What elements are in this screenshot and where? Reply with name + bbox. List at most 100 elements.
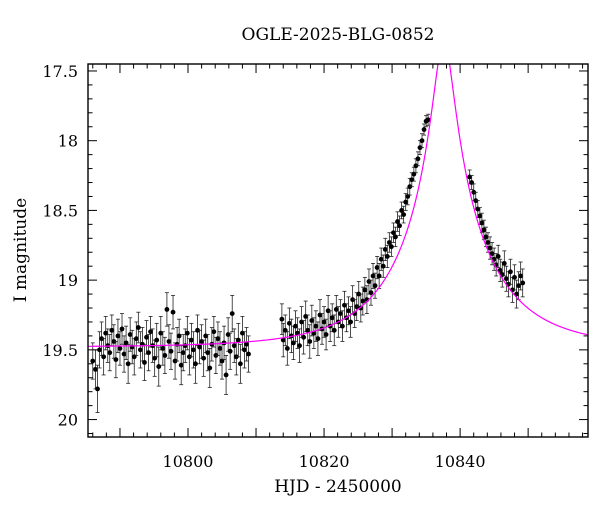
data-point xyxy=(154,322,160,358)
data-marker xyxy=(180,350,186,356)
data-point xyxy=(389,236,394,257)
data-marker xyxy=(201,355,207,361)
data-marker xyxy=(516,283,522,289)
data-marker xyxy=(286,320,292,326)
data-marker xyxy=(178,362,184,368)
data-marker xyxy=(176,333,182,339)
data-point xyxy=(166,324,172,359)
data-point xyxy=(301,320,307,355)
data-marker xyxy=(425,117,431,123)
data-point xyxy=(197,329,202,365)
data-marker xyxy=(164,307,170,312)
data-point xyxy=(244,327,249,362)
data-point xyxy=(340,310,345,342)
data-marker xyxy=(237,361,243,367)
y-tick-label: 19.5 xyxy=(42,341,78,360)
y-tick-label: 17.5 xyxy=(42,62,78,81)
data-marker xyxy=(156,364,162,369)
data-marker xyxy=(413,163,419,169)
data-marker xyxy=(148,329,153,335)
data-point xyxy=(227,332,233,370)
data-marker xyxy=(223,372,229,378)
data-marker xyxy=(419,138,425,144)
data-marker xyxy=(382,247,388,252)
data-marker xyxy=(162,353,168,358)
data-marker xyxy=(133,336,139,342)
data-point xyxy=(176,318,182,354)
data-point xyxy=(399,201,405,220)
data-marker xyxy=(395,219,400,224)
data-point xyxy=(331,314,337,347)
data-marker xyxy=(495,254,501,259)
data-marker xyxy=(350,297,356,303)
data-point xyxy=(415,151,421,167)
data-marker xyxy=(193,361,198,367)
data-marker xyxy=(489,251,495,257)
data-marker xyxy=(380,263,386,269)
data-marker xyxy=(518,273,524,279)
data-point xyxy=(193,343,198,384)
data-point xyxy=(148,315,153,348)
data-point xyxy=(315,321,321,356)
data-marker xyxy=(407,184,413,190)
data-point xyxy=(419,133,425,149)
data-marker xyxy=(477,213,483,219)
data-point xyxy=(520,268,526,298)
data-marker xyxy=(109,327,115,333)
data-point xyxy=(215,321,221,356)
data-point xyxy=(162,336,168,374)
data-marker xyxy=(329,315,335,321)
data-point xyxy=(229,295,235,333)
data-marker xyxy=(520,280,526,286)
data-marker xyxy=(309,318,315,323)
data-marker xyxy=(378,256,384,262)
data-marker xyxy=(127,332,133,337)
data-point xyxy=(497,258,503,282)
data-point xyxy=(90,342,96,380)
data-marker xyxy=(113,357,119,363)
data-marker xyxy=(231,343,237,349)
data-marker xyxy=(293,323,298,329)
data-marker xyxy=(135,325,141,330)
data-point xyxy=(217,331,223,366)
chart-title: OGLE-2025-BLG-0852 xyxy=(242,25,435,45)
data-point xyxy=(191,331,196,369)
data-point xyxy=(309,304,315,337)
data-marker xyxy=(215,336,221,342)
data-marker xyxy=(421,127,427,132)
data-point xyxy=(370,262,376,289)
data-point xyxy=(223,355,229,395)
data-marker xyxy=(227,348,233,354)
data-marker xyxy=(393,234,398,240)
data-point xyxy=(107,334,113,372)
data-point xyxy=(180,334,186,372)
data-point xyxy=(386,232,392,253)
data-point xyxy=(279,303,285,335)
data-point xyxy=(205,334,211,372)
data-point xyxy=(313,310,319,342)
data-marker xyxy=(485,240,491,245)
data-marker xyxy=(356,291,362,297)
data-marker xyxy=(235,337,241,343)
x-tick-label: 10840 xyxy=(435,452,486,471)
data-point xyxy=(362,276,368,303)
data-point xyxy=(417,140,423,156)
data-marker xyxy=(346,308,351,314)
x-axis-title: HJD - 2450000 xyxy=(274,477,402,497)
data-marker xyxy=(170,309,176,315)
data-marker xyxy=(160,346,166,351)
data-point xyxy=(401,205,407,224)
data-point xyxy=(323,318,329,351)
data-point xyxy=(280,322,286,358)
data-point xyxy=(372,272,378,299)
data-marker xyxy=(391,230,396,236)
data-point xyxy=(156,346,162,387)
data-marker xyxy=(205,350,211,356)
data-marker xyxy=(389,244,394,250)
data-point xyxy=(508,258,513,285)
data-marker xyxy=(284,346,290,351)
data-marker xyxy=(95,386,100,392)
plot-area xyxy=(88,64,588,413)
data-marker xyxy=(99,336,105,342)
